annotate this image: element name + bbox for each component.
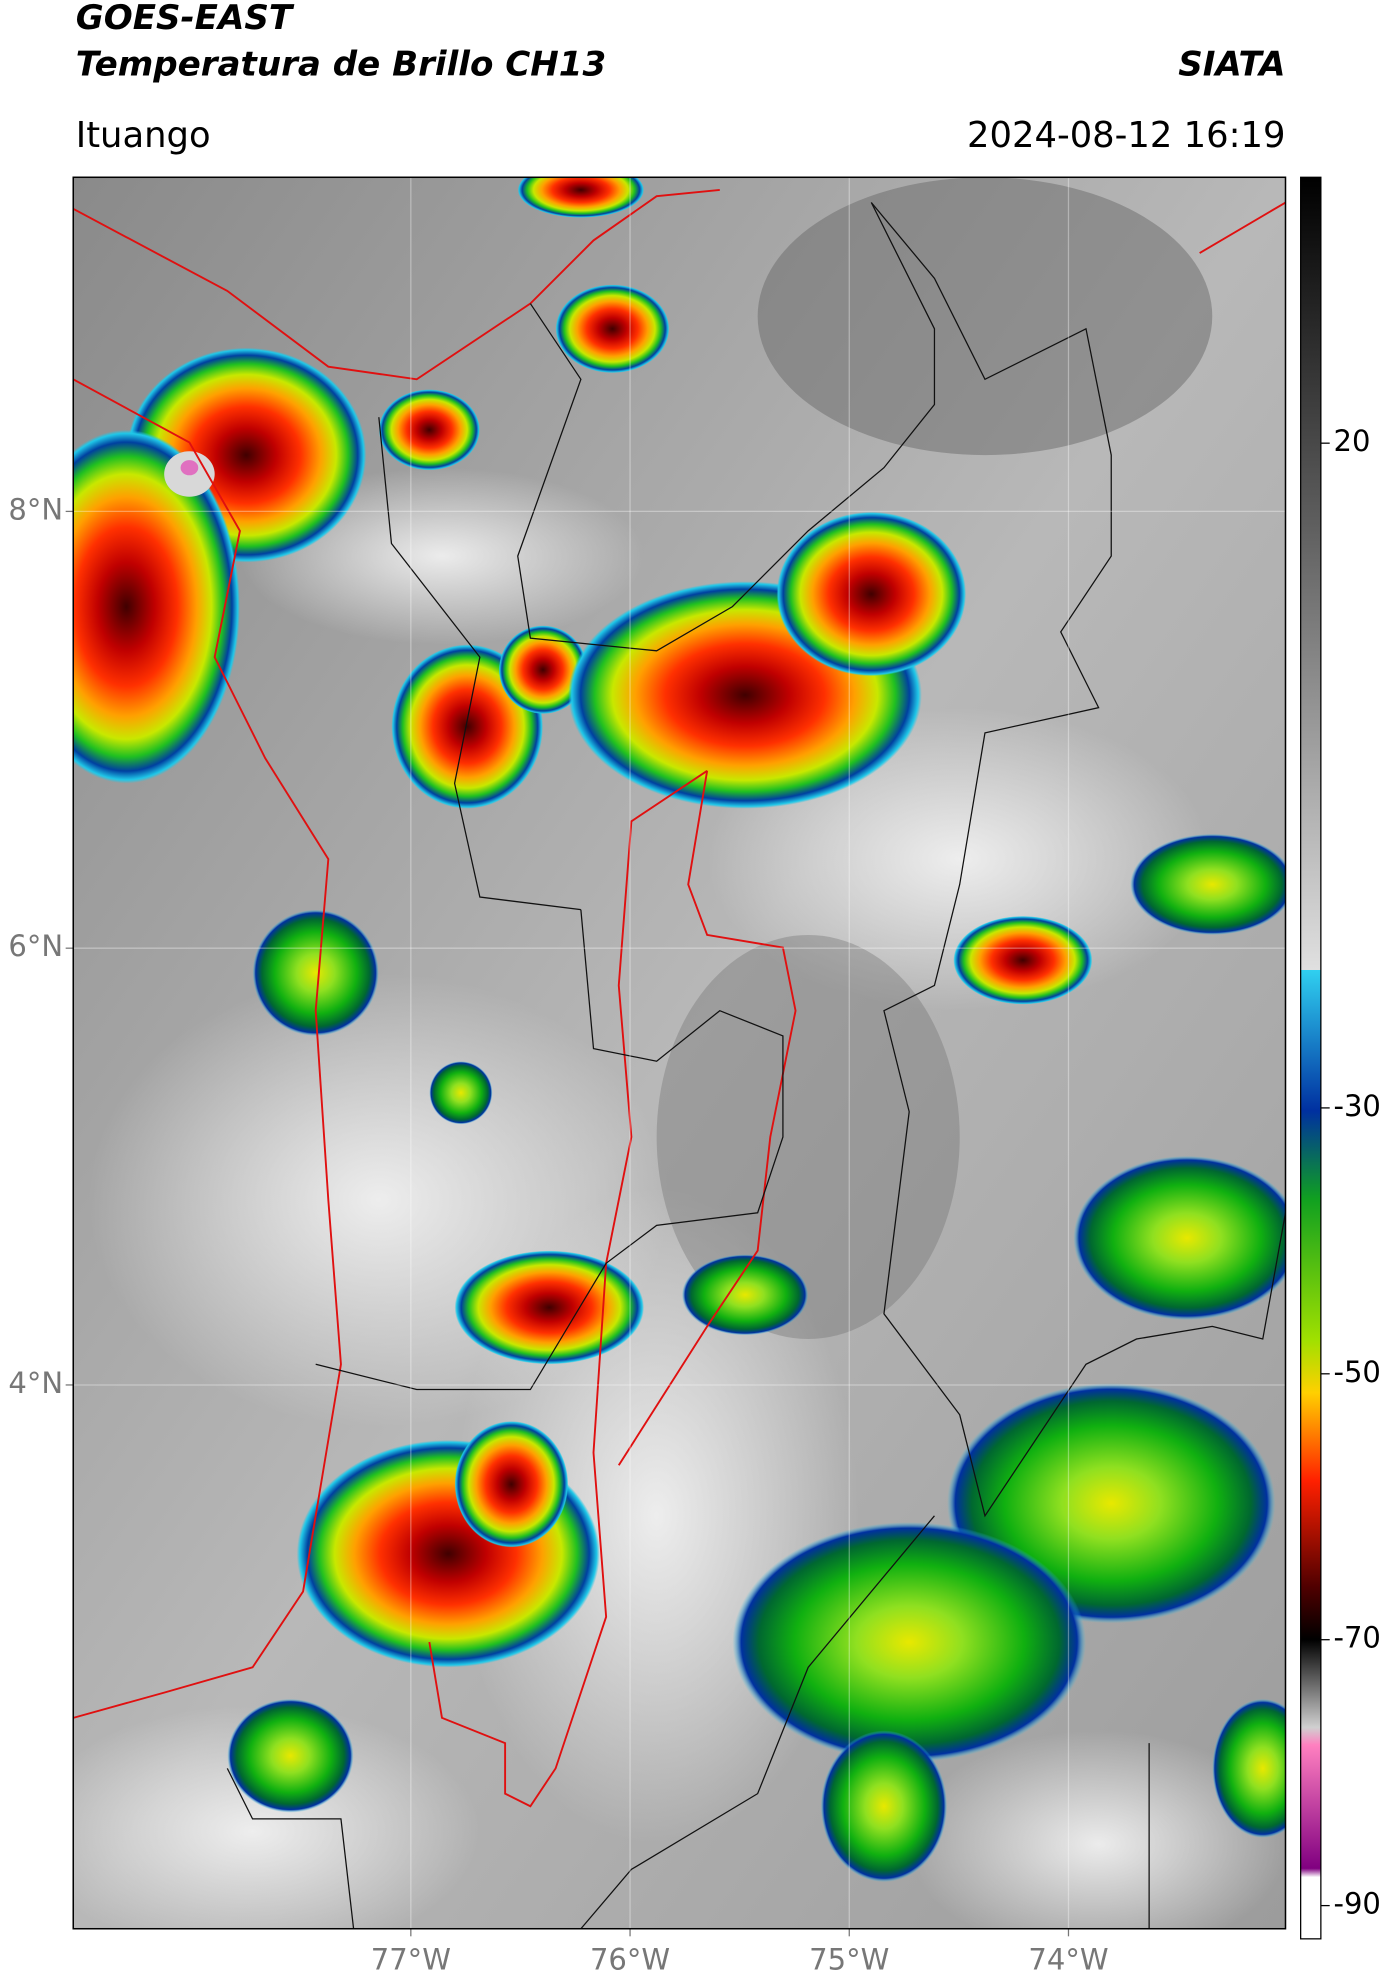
subtitle: Temperatura de Brillo CH13 xyxy=(76,45,606,85)
lat-tick-label: 4°N xyxy=(8,1366,63,1400)
lat-tick-label: 6°N xyxy=(8,929,63,963)
colorbar-tick-label: -70 xyxy=(1333,1621,1380,1655)
lon-tick-label: 77°W xyxy=(371,1943,451,1977)
location: Ituango xyxy=(76,115,211,156)
map-frame xyxy=(72,176,1287,1930)
satellite-image xyxy=(73,177,1286,1929)
datetime: 2024-08-12 16:19 xyxy=(967,115,1286,156)
colorbar xyxy=(1300,176,1322,1940)
brand: SIATA xyxy=(1178,45,1285,85)
lat-tick-label: 8°N xyxy=(8,492,63,526)
lon-tick-label: 74°W xyxy=(1028,1943,1108,1977)
colorbar-tick-label: -30 xyxy=(1333,1089,1380,1123)
colorbar-tick-label: -50 xyxy=(1333,1355,1380,1389)
title: GOES-EAST xyxy=(76,0,295,38)
lon-tick-label: 75°W xyxy=(809,1943,889,1977)
lon-tick-label: 76°W xyxy=(590,1943,670,1977)
axes: 77°W 76°W 75°W 74°W 8°N 6°N 4°N 20 -30 -50 -70 -90 xyxy=(8,177,1381,1977)
colorbar-tick-label: 20 xyxy=(1333,424,1370,458)
colorbar-tick-label: -90 xyxy=(1333,1887,1380,1921)
